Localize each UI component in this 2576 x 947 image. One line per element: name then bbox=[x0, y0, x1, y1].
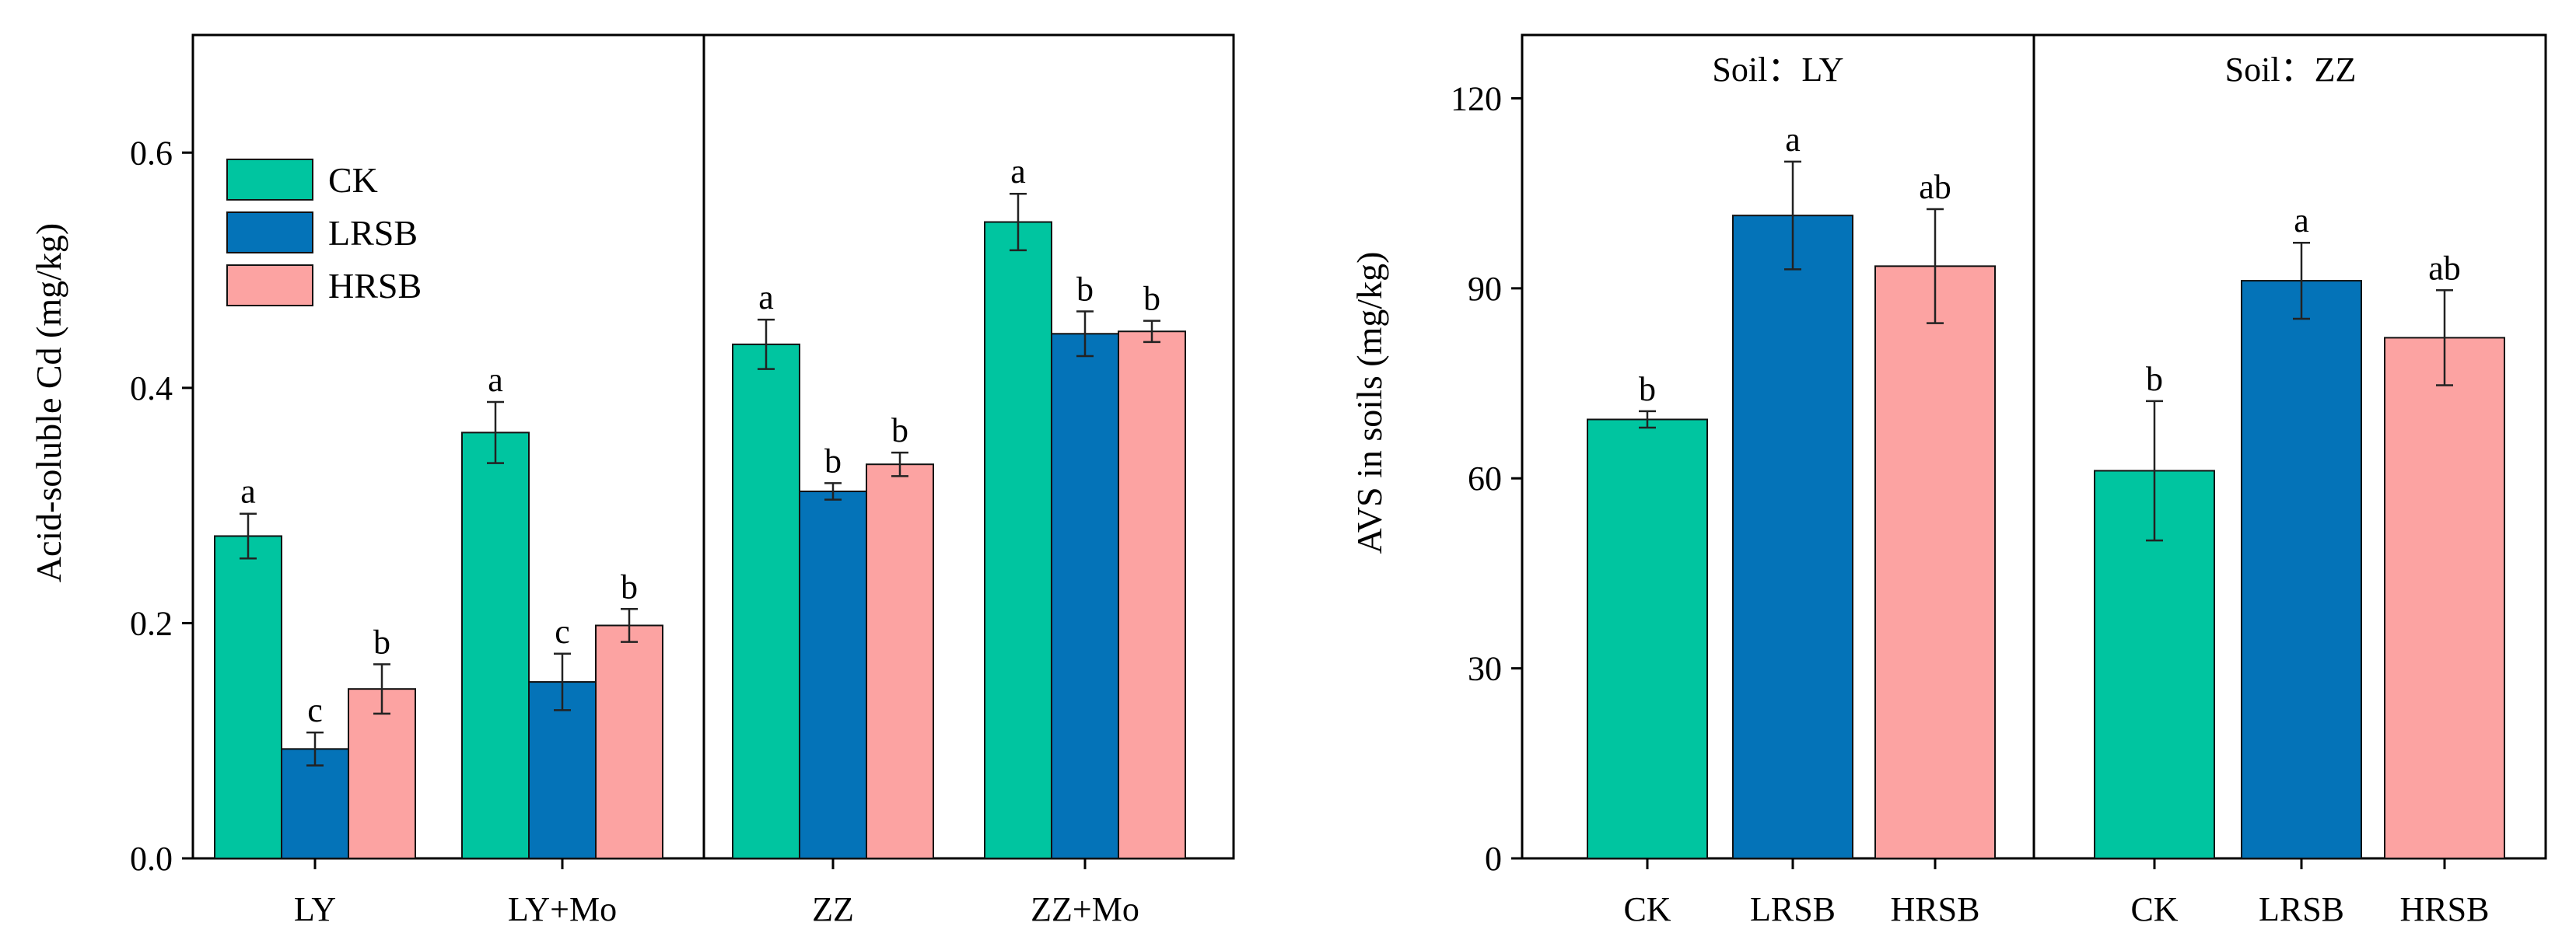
y-tick-label: 0 bbox=[1485, 840, 1502, 878]
bar-hrsb bbox=[866, 463, 934, 859]
x-tick-label: LRSB bbox=[1750, 890, 1836, 928]
y-tick-label: 30 bbox=[1468, 650, 1502, 688]
significance-letter: b bbox=[373, 623, 390, 661]
y-tick-label: 0.2 bbox=[130, 604, 173, 642]
bar-ck bbox=[732, 343, 800, 860]
bar-hrsb bbox=[595, 624, 663, 859]
panel-title: Soil：LY bbox=[1712, 51, 1843, 89]
x-tick-label: LY+Mo bbox=[508, 890, 617, 928]
significance-letter: b bbox=[621, 568, 638, 606]
y-tick-label: 0.0 bbox=[130, 840, 173, 878]
bar-lrsb bbox=[799, 490, 867, 859]
y-tick-label: 60 bbox=[1468, 460, 1502, 498]
significance-letter: b bbox=[1076, 271, 1094, 309]
bar-hrsb bbox=[1118, 330, 1186, 859]
bar-hrsb bbox=[348, 688, 416, 859]
x-tick-label: ZZ bbox=[812, 890, 854, 928]
legend-label-hrsb: HRSB bbox=[328, 266, 422, 306]
bar-hrsb bbox=[1874, 265, 1996, 860]
bar-ck bbox=[214, 535, 282, 860]
legend-label-ck: CK bbox=[328, 160, 378, 200]
significance-letter: c bbox=[555, 613, 570, 651]
legend-swatch-hrsb bbox=[226, 264, 313, 306]
y-tick-label: 120 bbox=[1451, 79, 1502, 117]
x-tick-label: CK bbox=[2130, 890, 2178, 928]
significance-letter: b bbox=[1143, 280, 1160, 318]
significance-letter: b bbox=[891, 411, 908, 449]
legend-swatch-ck bbox=[226, 159, 313, 201]
significance-letter: a bbox=[240, 473, 256, 511]
bar-lrsb bbox=[528, 681, 597, 859]
significance-letter: ab bbox=[1919, 168, 1951, 206]
bar-hrsb bbox=[2384, 337, 2505, 859]
significance-letter: b bbox=[2146, 360, 2163, 398]
bar-lrsb bbox=[1051, 333, 1119, 860]
significance-letter: a bbox=[1785, 121, 1801, 159]
x-tick-label: HRSB bbox=[2400, 890, 2490, 928]
x-tick-label: HRSB bbox=[1891, 890, 1980, 928]
y-tick-label: 0.4 bbox=[130, 369, 173, 407]
significance-letter: b bbox=[824, 442, 842, 480]
y-axis-label: Acid-soluble Cd (mg/kg) bbox=[29, 223, 68, 583]
x-tick-label: LRSB bbox=[2259, 890, 2344, 928]
significance-letter: b bbox=[1639, 370, 1656, 408]
bar-ck bbox=[984, 221, 1052, 859]
significance-letter: a bbox=[758, 278, 774, 316]
x-tick-label: ZZ+Mo bbox=[1031, 890, 1139, 928]
avs-chart: AVS in soils (mg/kg) 0 30 60 90 120 Soil：LY b C… bbox=[1349, 33, 2547, 928]
x-tick-label: CK bbox=[1623, 890, 1671, 928]
panel-title: Soil：ZZ bbox=[2225, 51, 2357, 89]
significance-letter: ab bbox=[2428, 249, 2461, 287]
significance-letter: a bbox=[488, 361, 503, 399]
bar-ck bbox=[461, 432, 530, 859]
bar-ck bbox=[1587, 418, 1708, 859]
significance-letter: a bbox=[2294, 201, 2309, 239]
legend: CK LRSB HRSB bbox=[226, 159, 422, 306]
bar-lrsb bbox=[2241, 280, 2362, 860]
legend-swatch-lrsb bbox=[226, 211, 313, 253]
y-tick-label: 90 bbox=[1468, 270, 1502, 308]
y-tick-label: 0.6 bbox=[130, 134, 173, 172]
acid-soluble-cd-chart: Acid-soluble Cd (mg/kg) 0.0 0.2 0.4 0.6 a a a a… bbox=[29, 33, 1235, 928]
significance-letter: a bbox=[1010, 152, 1026, 190]
bar-lrsb bbox=[1732, 215, 1853, 859]
significance-letter: c bbox=[307, 691, 323, 729]
x-tick-label: LY bbox=[294, 890, 336, 928]
legend-label-lrsb: LRSB bbox=[328, 213, 418, 253]
plot-frame bbox=[191, 33, 1235, 860]
y-axis-label: AVS in soils (mg/kg) bbox=[1349, 252, 1389, 554]
